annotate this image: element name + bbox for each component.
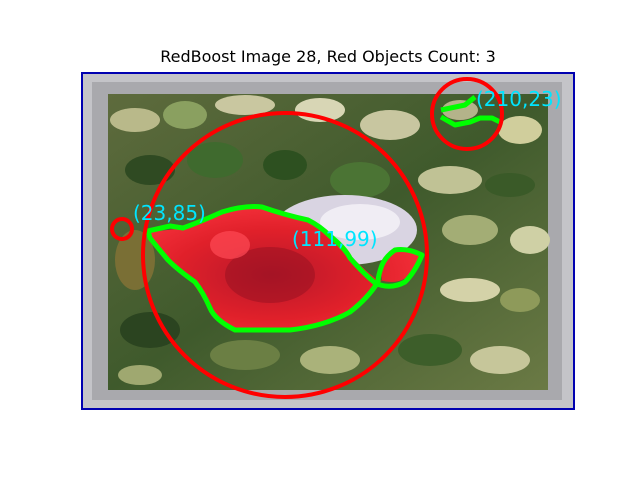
detection-circle-1 — [110, 217, 134, 241]
flower-shadow — [225, 247, 315, 303]
detection-circle-3 — [430, 77, 504, 151]
flower-highlight — [210, 231, 250, 259]
coordinate-labels: (23,85) (111,99) (210,23) — [133, 87, 562, 251]
contour-main — [145, 204, 425, 333]
contour-small-top-right — [439, 95, 502, 128]
detection-label-3: (210,23) — [476, 87, 562, 111]
figure-title: RedBoost Image 28, Red Objects Count: 3 — [160, 47, 496, 66]
detection-label-1: (23,85) — [133, 201, 206, 225]
detection-label-2: (111,99) — [292, 227, 378, 251]
detection-circles — [110, 77, 504, 399]
detection-contours — [145, 95, 502, 333]
photo-content — [83, 74, 573, 408]
pale-flower-highlight — [320, 204, 400, 240]
detection-circle-2 — [141, 111, 429, 399]
